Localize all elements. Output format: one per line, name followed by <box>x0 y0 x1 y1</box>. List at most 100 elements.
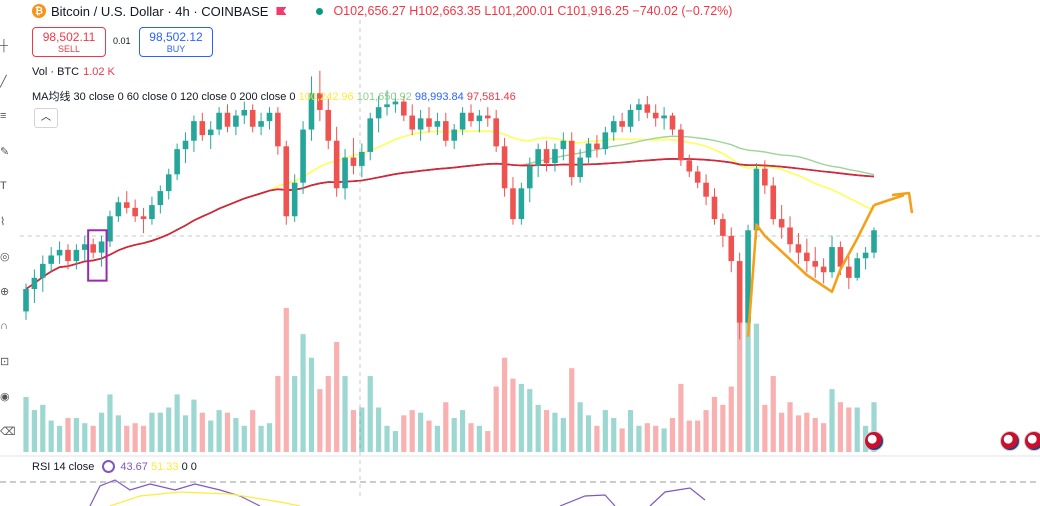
candle-body <box>81 244 88 250</box>
market-status-icon <box>316 7 324 15</box>
ma-legend[interactable]: MA均线 30 close 0 60 close 0 120 close 0 2… <box>32 88 516 104</box>
candle-body <box>484 115 491 119</box>
lock-tool-icon[interactable]: ⊡ <box>0 356 10 368</box>
rsi-settings-icon[interactable] <box>102 460 116 473</box>
ohlc-values: O102,656.27 H102,663.35 L101,200.01 C101… <box>333 4 732 18</box>
candle-body <box>854 258 861 278</box>
candle-body <box>123 202 130 208</box>
rsi-label: RSI 14 close <box>32 460 95 473</box>
collapse-legend-button[interactable]: ︿ <box>34 108 58 128</box>
volume-bar <box>636 425 642 452</box>
candle-body <box>417 118 424 130</box>
volume-bar <box>418 412 424 452</box>
us-event-flag-icon[interactable] <box>1000 431 1020 451</box>
brush-tool-icon[interactable]: ✎ <box>0 146 10 158</box>
volume-bar <box>157 412 163 452</box>
candle-body <box>115 202 122 217</box>
candle-body <box>140 216 147 220</box>
candle-body <box>283 146 290 217</box>
buy-button[interactable]: 98,502.12 BUY <box>139 27 213 57</box>
volume-bar <box>124 425 130 452</box>
left-toolbar: ┼ ╱ ≡ ✎ T ⌇ ◎ ⊕ ∩ ⊡ ◉ ⌫ <box>0 0 16 506</box>
candle-body <box>711 196 718 220</box>
candle-body <box>224 112 231 127</box>
rsi-ma-line <box>109 491 301 506</box>
volume-bar <box>804 412 810 452</box>
ma-label: MA均线 30 close 0 60 close 0 120 close 0 2… <box>32 91 296 103</box>
candle-body <box>401 101 407 116</box>
volume-bar <box>224 412 231 452</box>
volume-bar <box>737 313 743 452</box>
volume-value: 1.02 K <box>83 66 115 78</box>
us-event-flag-icon[interactable] <box>1024 431 1040 451</box>
candle-body <box>652 112 659 119</box>
volume-bar <box>569 368 575 452</box>
volume-bar <box>140 425 147 452</box>
candle-body <box>275 112 281 147</box>
line-tool-icon[interactable]: ╱ <box>0 76 7 88</box>
volume-bar <box>409 410 415 452</box>
candle-body <box>468 112 474 122</box>
candle-body <box>233 115 239 127</box>
volume-bar <box>821 423 827 452</box>
volume-bar <box>132 423 138 452</box>
candle-body <box>518 188 525 220</box>
candle-body <box>73 249 80 262</box>
candle-body <box>837 247 844 267</box>
zoom-tool-icon[interactable]: ⊕ <box>0 286 10 298</box>
symbol-title[interactable]: Bitcoin / U.S. Dollar · 4h · COINBASE <box>51 3 269 19</box>
volume-bar <box>787 402 793 452</box>
candle-body <box>174 149 180 175</box>
rsi-legend[interactable]: RSI 14 close 43.67 51.33 0 0 <box>32 460 197 473</box>
volume-bar <box>594 425 600 452</box>
candle-body <box>132 207 138 217</box>
candle-body <box>820 266 827 273</box>
volume-bar <box>376 407 382 452</box>
candle-body <box>493 118 499 147</box>
volume-bar <box>275 376 281 452</box>
rsi-line <box>649 487 706 506</box>
volume-bar <box>485 431 491 452</box>
buy-price: 98,502.12 <box>149 30 203 44</box>
candle-body <box>443 121 449 141</box>
volume-bar <box>266 423 273 452</box>
candle-body <box>392 101 399 105</box>
candle-body <box>535 149 541 166</box>
candle-body <box>434 121 441 127</box>
candle-body <box>552 149 558 164</box>
eye-tool-icon[interactable]: ◉ <box>0 391 10 403</box>
volume-bar <box>241 425 247 452</box>
volume-bar <box>644 423 650 452</box>
candle-body <box>207 129 214 136</box>
volume-bar <box>350 410 357 452</box>
measure-tool-icon[interactable]: ◎ <box>0 251 10 263</box>
candle-body <box>753 168 760 231</box>
text-tool-icon[interactable]: T <box>0 180 7 192</box>
candle-body <box>325 109 332 141</box>
volume-bar <box>686 420 692 452</box>
bitcoin-logo-icon: ₿ <box>32 4 46 18</box>
candle-body <box>451 129 457 141</box>
us-event-flag-icon[interactable] <box>864 431 884 451</box>
candle-body <box>728 235 735 262</box>
magnet-tool-icon[interactable]: ∩ <box>0 320 8 332</box>
volume-bar <box>728 386 734 452</box>
candle-body <box>871 230 877 253</box>
volume-bar <box>753 323 760 452</box>
volume-bar <box>770 376 776 452</box>
volume-bar <box>359 407 365 452</box>
volume-legend[interactable]: Vol · BTC 1.02 K <box>32 66 115 78</box>
volume-bar <box>837 402 844 452</box>
volume-bar <box>745 271 751 452</box>
fib-tool-icon[interactable]: ≡ <box>0 110 7 122</box>
ma200-value: 97,581.46 <box>466 91 516 103</box>
pattern-tool-icon[interactable]: ⌇ <box>0 216 6 228</box>
volume-bar <box>174 394 180 452</box>
sell-button[interactable]: 98,502.11 SELL <box>32 27 106 57</box>
crosshair-tool-icon[interactable]: ┼ <box>0 40 8 52</box>
volume-bar <box>871 402 877 452</box>
volume-bar <box>31 410 37 452</box>
trash-tool-icon[interactable]: ⌫ <box>0 426 16 438</box>
candle-body <box>216 112 222 130</box>
